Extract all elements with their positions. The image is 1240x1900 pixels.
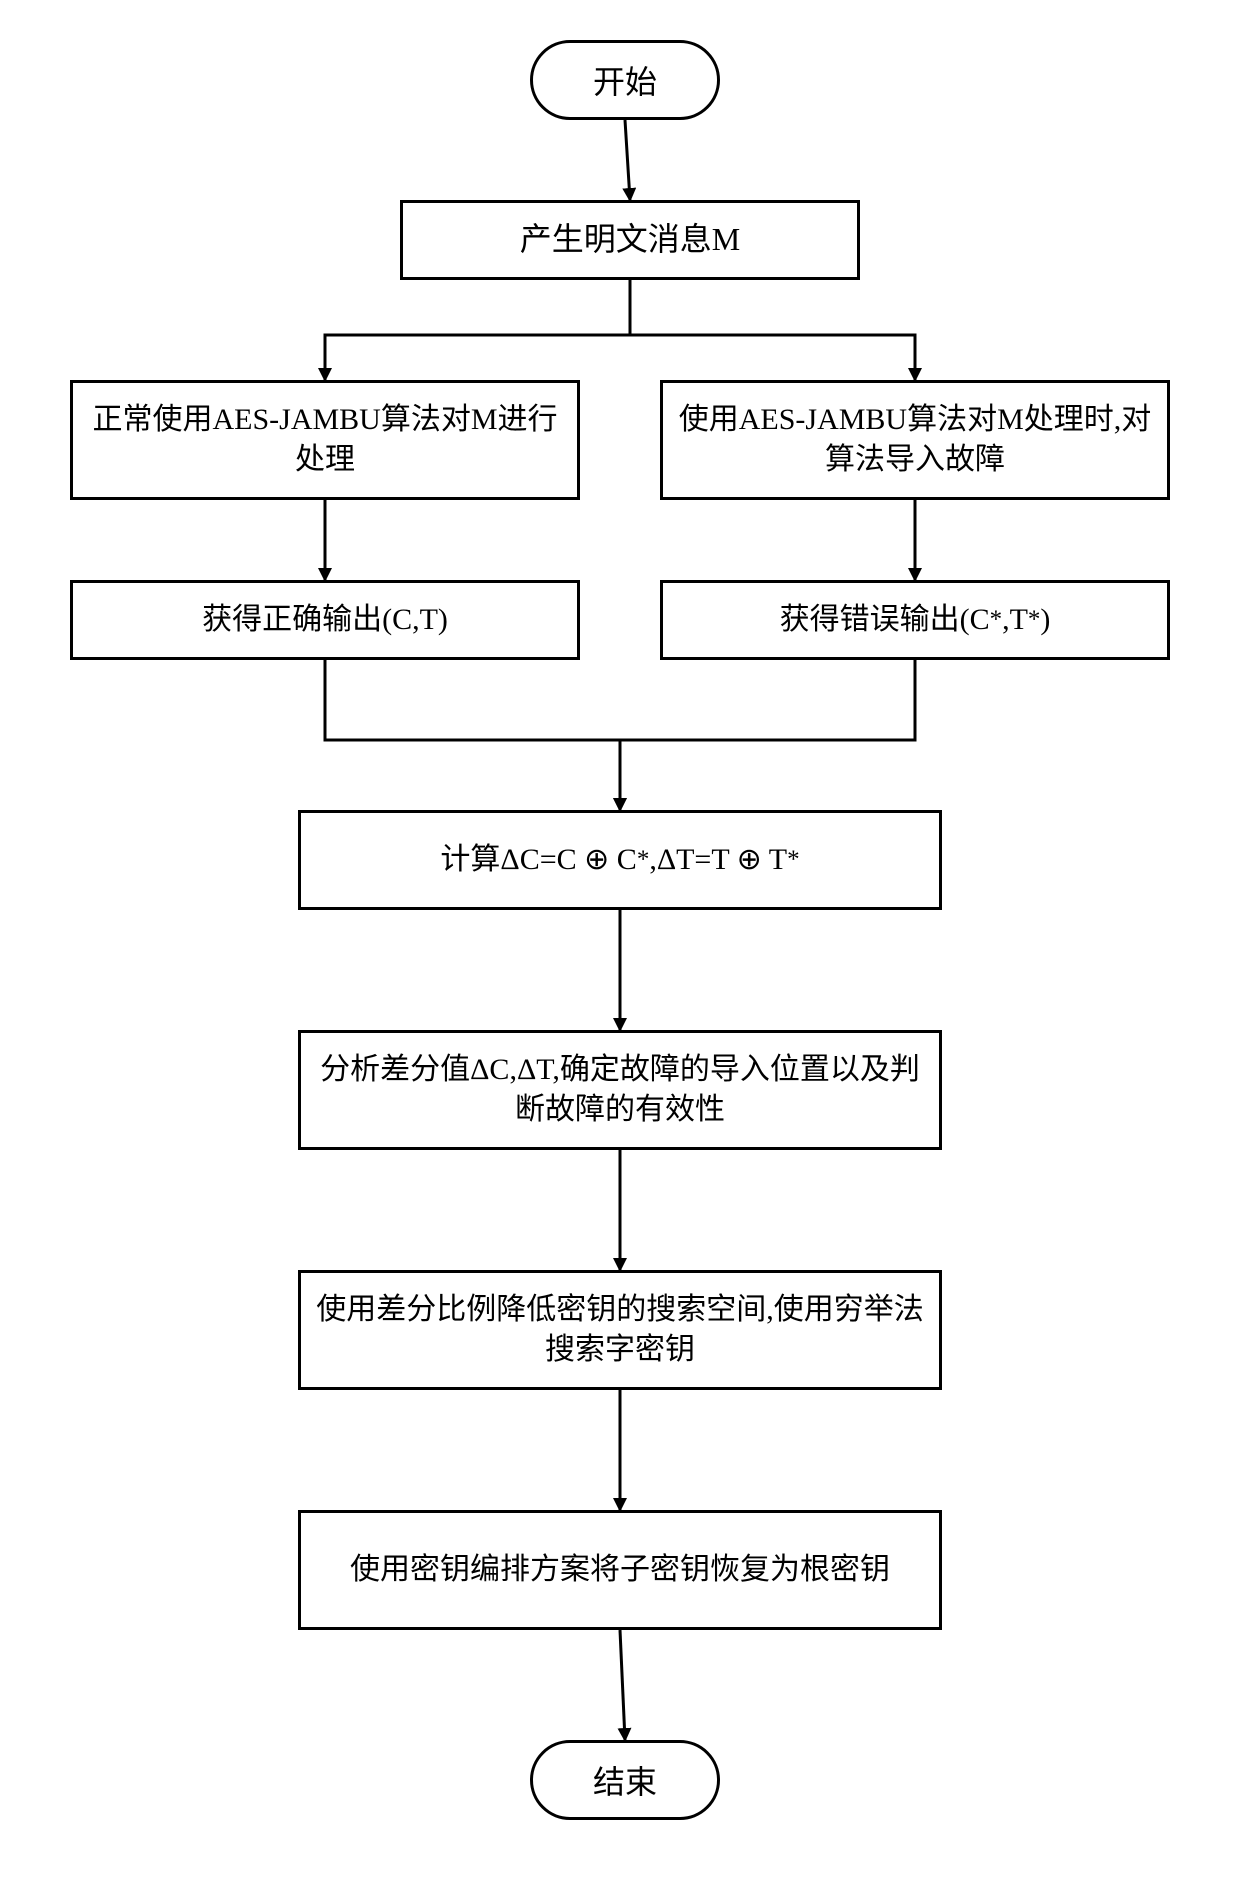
node-gen_m: 产生明文消息M	[400, 200, 860, 280]
node-left_out: 获得正确输出(C,T)	[70, 580, 580, 660]
node-right_out: 获得错误输出(C*,T*)	[660, 580, 1170, 660]
node-recover: 使用密钥编排方案将子密钥恢复为根密钥	[298, 1510, 942, 1630]
node-start: 开始	[530, 40, 720, 120]
node-calc: 计算ΔC=C ⊕ C*,ΔT=T ⊕ T*	[298, 810, 942, 910]
node-right_proc: 使用AES-JAMBU算法对M处理时,对算法导入故障	[660, 380, 1170, 500]
node-left_proc: 正常使用AES-JAMBU算法对M进行处理	[70, 380, 580, 500]
node-end: 结束	[530, 1740, 720, 1820]
node-search: 使用差分比例降低密钥的搜索空间,使用穷举法搜索字密钥	[298, 1270, 942, 1390]
node-analyze: 分析差分值ΔC,ΔT,确定故障的导入位置以及判断故障的有效性	[298, 1030, 942, 1150]
